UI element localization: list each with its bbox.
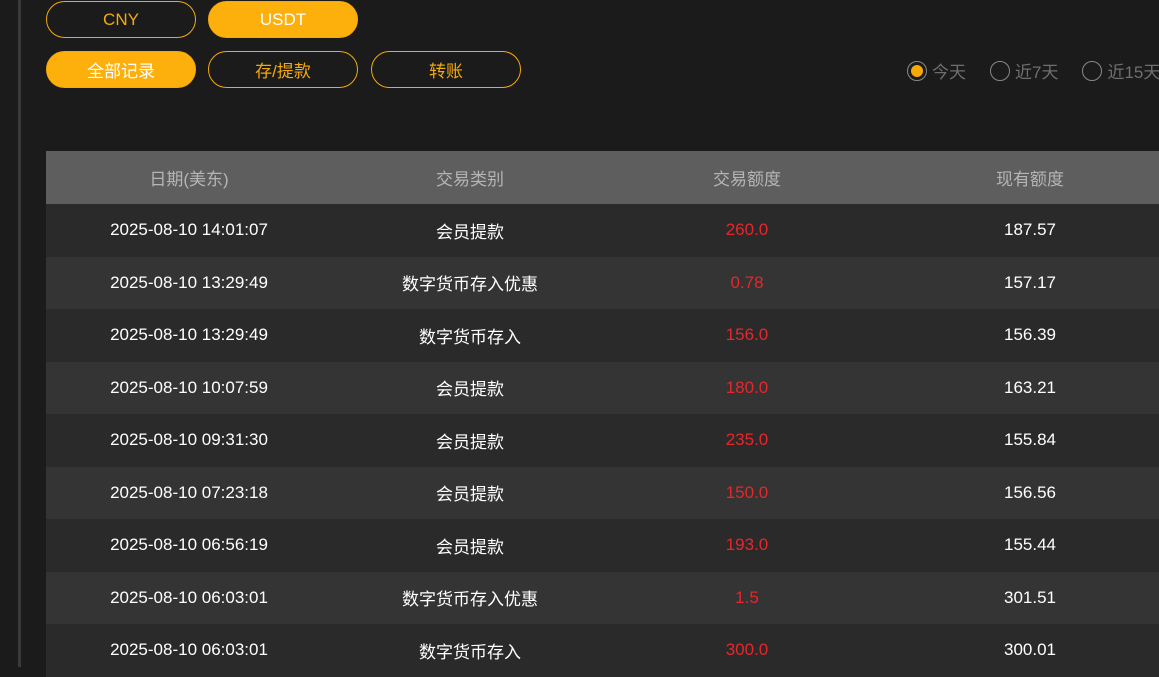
radio-unchecked-icon[interactable] (990, 60, 1010, 81)
cell-date: 2025-08-10 06:56:19 (110, 535, 268, 555)
cell-balance: 301.51 (1004, 587, 1056, 607)
header-amount: 交易额度 (713, 170, 781, 189)
cell-date: 2025-08-10 09:31:30 (110, 430, 268, 450)
table-header: 日期(美东) 交易类别 交易额度 现有额度 (46, 151, 1159, 204)
cell-type: 会员提款 (436, 222, 504, 242)
date-filter-group: 今天 近7天 近15天 (907, 58, 1159, 83)
sidebar-divider (18, 0, 21, 667)
header-type: 交易类别 (436, 170, 504, 189)
date-filter-7days[interactable]: 近7天 (990, 58, 1058, 83)
table-row: 2025-08-10 13:29:49 数字货币存入优惠 0.78 157.17 (46, 256, 1159, 309)
table-row: 2025-08-10 06:03:01 数字货币存入 300.0 300.01 (46, 624, 1159, 677)
cell-balance: 156.39 (1004, 325, 1056, 345)
cell-date: 2025-08-10 14:01:07 (110, 220, 268, 240)
table-row: 2025-08-10 13:29:49 数字货币存入 156.0 156.39 (46, 309, 1159, 362)
radio-checked-icon[interactable] (907, 60, 927, 81)
table-row: 2025-08-10 07:23:18 会员提款 150.0 156.56 (46, 466, 1159, 519)
table-row: 2025-08-10 10:07:59 会员提款 180.0 163.21 (46, 361, 1159, 414)
date-filter-label: 近7天 (1015, 63, 1059, 82)
header-date: 日期(美东) (149, 170, 229, 189)
cell-balance: 155.44 (1004, 535, 1056, 555)
cell-type: 数字货币存入优惠 (402, 275, 538, 295)
cell-balance: 163.21 (1004, 377, 1056, 397)
cell-amount: 300.0 (725, 640, 769, 660)
cell-amount: 193.0 (725, 535, 769, 555)
currency-tab-cny[interactable]: CNY (46, 1, 196, 38)
cell-date: 2025-08-10 10:07:59 (110, 377, 268, 397)
cell-amount: 235.0 (725, 430, 769, 450)
table-row: 2025-08-10 06:56:19 会员提款 193.0 155.44 (46, 519, 1159, 572)
tab-deposit-withdraw[interactable]: 存/提款 (208, 51, 358, 88)
cell-amount: 0.78 (730, 272, 764, 292)
date-filter-label: 近15天 (1107, 63, 1159, 82)
cell-date: 2025-08-10 06:03:01 (110, 640, 268, 660)
cell-amount: 260.0 (725, 220, 769, 240)
cell-type: 会员提款 (436, 380, 504, 400)
cell-date: 2025-08-10 13:29:49 (110, 325, 268, 345)
cell-balance: 156.56 (1004, 482, 1056, 502)
cell-balance: 155.84 (1004, 430, 1056, 450)
tab-all-records[interactable]: 全部记录 (46, 51, 196, 88)
transaction-table: 日期(美东) 交易类别 交易额度 现有额度 2025-08-10 14:01:0… (46, 151, 1159, 677)
date-filter-label: 今天 (932, 63, 966, 82)
cell-amount: 180.0 (725, 377, 769, 397)
cell-type: 数字货币存入 (419, 327, 521, 347)
cell-balance: 157.17 (1004, 272, 1056, 292)
cell-type: 数字货币存入优惠 (402, 590, 538, 610)
cell-date: 2025-08-10 13:29:49 (110, 272, 268, 292)
cell-amount: 156.0 (725, 325, 769, 345)
cell-date: 2025-08-10 07:23:18 (110, 482, 268, 502)
radio-unchecked-icon[interactable] (1082, 60, 1103, 81)
table-row: 2025-08-10 06:03:01 数字货币存入优惠 1.5 301.51 (46, 571, 1159, 624)
cell-amount: 150.0 (725, 482, 769, 502)
tab-transfer[interactable]: 转账 (371, 51, 521, 88)
currency-tab-usdt[interactable]: USDT (208, 1, 358, 38)
date-filter-today[interactable]: 今天 (907, 58, 966, 83)
cell-type: 数字货币存入 (419, 642, 521, 662)
cell-date: 2025-08-10 06:03:01 (110, 587, 268, 607)
cell-type: 会员提款 (436, 537, 504, 557)
cell-type: 会员提款 (436, 432, 504, 452)
cell-type: 会员提款 (436, 485, 504, 505)
cell-balance: 187.57 (1004, 220, 1056, 240)
table-row: 2025-08-10 09:31:30 会员提款 235.0 155.84 (46, 414, 1159, 467)
table-row: 2025-08-10 14:01:07 会员提款 260.0 187.57 (46, 204, 1159, 257)
cell-balance: 300.01 (1004, 640, 1056, 660)
date-filter-15days[interactable]: 近15天 (1082, 58, 1159, 83)
cell-amount: 1.5 (735, 587, 759, 607)
header-balance: 现有额度 (996, 170, 1064, 189)
